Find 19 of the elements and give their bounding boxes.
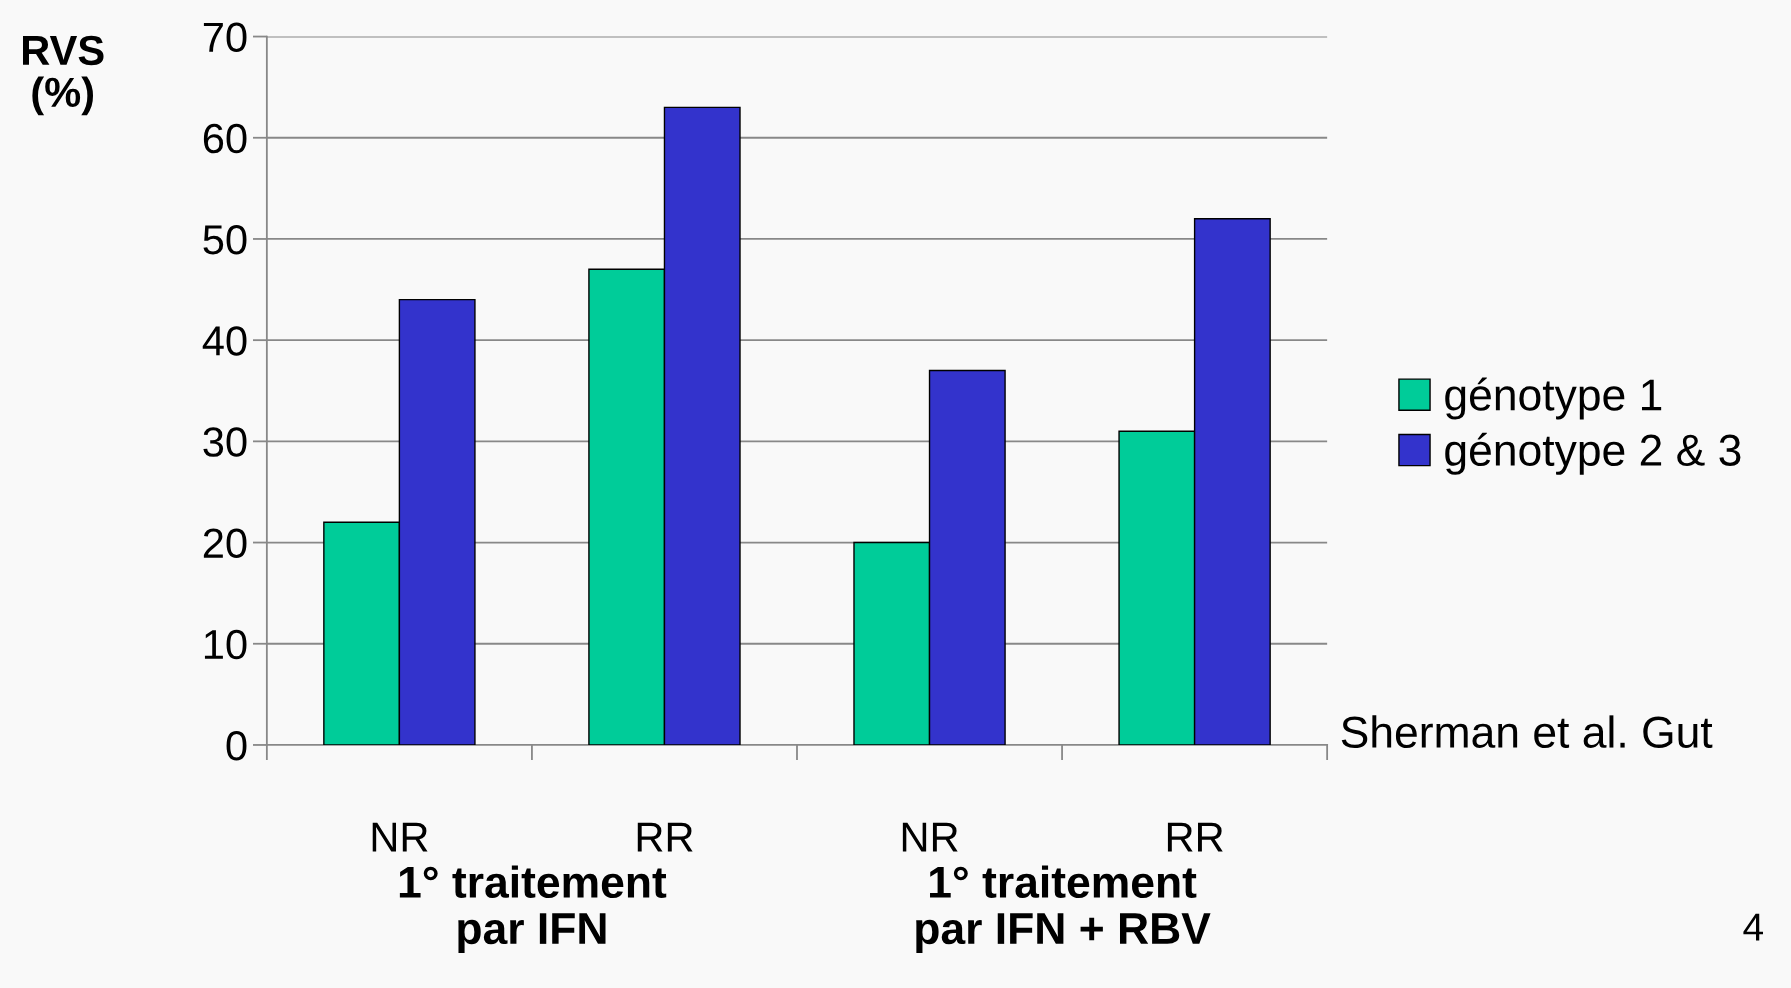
text: Sherman et al. Gut bbox=[1341, 715, 1713, 748]
x-tick-label: RR bbox=[637, 822, 693, 852]
x-tick-label: NR bbox=[902, 822, 958, 852]
y-tick-label: 0 bbox=[226, 730, 247, 761]
y-tick-label: 20 bbox=[203, 528, 247, 559]
y-tick-label: 70 bbox=[203, 22, 247, 53]
text: 4 bbox=[1743, 913, 1763, 941]
text: 1° traitement par IFN + RBV bbox=[916, 865, 1211, 954]
y-tick-label: 60 bbox=[203, 123, 247, 154]
legend-label: génotype 1 bbox=[1445, 377, 1662, 420]
text: 1° traitement par IFN bbox=[399, 865, 667, 954]
y-tick-label: 40 bbox=[202, 326, 247, 356]
y-axis-title: RVS (%) bbox=[23, 35, 104, 116]
y-tick-label: 50 bbox=[203, 224, 247, 255]
legend-label: génotype 2 & 3 bbox=[1445, 432, 1741, 475]
x-tick-label: RR bbox=[1167, 822, 1223, 852]
x-tick-label: NR bbox=[372, 822, 428, 852]
y-tick-label: 30 bbox=[203, 427, 247, 457]
y-tick-label: 10 bbox=[204, 629, 247, 660]
